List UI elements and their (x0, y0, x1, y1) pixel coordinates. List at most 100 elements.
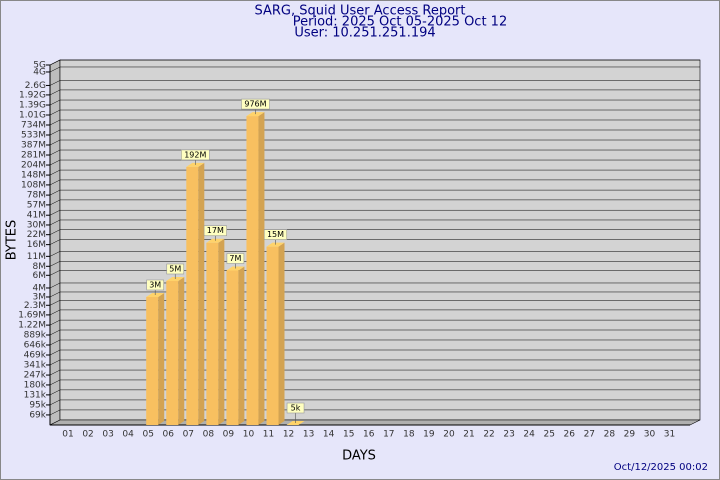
x-tick-label: 06 (163, 430, 175, 440)
x-tick-label: 29 (624, 430, 636, 440)
chart-title: SARG, Squid User Access Report (255, 4, 466, 19)
y-tick-label: 1.01G (19, 111, 46, 121)
y-tick-label: 11M (27, 252, 46, 262)
bar-side (278, 242, 285, 425)
value-label: 976M (244, 100, 266, 109)
user-label: User: 10.251.251.194 (294, 26, 435, 41)
y-tick-label: 1.69M (18, 310, 46, 320)
grid-line (49, 282, 700, 289)
x-tick-label: 26 (564, 430, 576, 440)
y-tick-label: 341k (24, 360, 47, 370)
grid-line (49, 359, 700, 366)
grid-line (49, 409, 700, 416)
grid-line (49, 209, 700, 216)
bar-front (146, 296, 159, 425)
x-tick-label: 27 (584, 430, 595, 440)
bar-side (218, 238, 225, 425)
grid-line (49, 270, 700, 276)
value-label-box (241, 98, 270, 110)
y-tick-label: 533M (21, 131, 46, 141)
y-tick-label: 108M (21, 180, 46, 190)
x-tick-label: 04 (122, 430, 134, 440)
y-tick-label: 69k (29, 410, 46, 420)
y-tick-label: 57M (27, 200, 46, 210)
y-tick-label: 180k (24, 380, 47, 390)
value-label-box (181, 149, 210, 161)
footer: Oct/12/2025 00:02 (614, 462, 708, 473)
x-tick-label: 22 (483, 430, 494, 440)
y-tick-label: 78M (27, 191, 46, 201)
grid-line (49, 179, 700, 186)
y-tick-label: 646k (24, 340, 47, 350)
y-tick-label: 387M (21, 141, 46, 151)
grid-line (49, 129, 700, 136)
grid-line (49, 99, 700, 106)
bar-side (158, 292, 165, 425)
x-tick-label: 13 (303, 430, 314, 440)
grid-line (49, 319, 700, 326)
x-axis-label: DAYS (342, 449, 376, 464)
grid-line (49, 329, 700, 336)
grid-line (49, 389, 700, 396)
grid-line (49, 80, 700, 86)
y-tick-label: 1.39G (19, 101, 46, 111)
x-tick-label: 15 (343, 430, 354, 440)
y-tick-label: 2.3M (24, 301, 46, 311)
grid-line (49, 189, 700, 196)
x-tick-label: 16 (363, 430, 375, 440)
grid-line (49, 149, 700, 156)
grid-line (49, 109, 700, 116)
x-tick-label: 03 (102, 430, 113, 440)
grid-line (49, 339, 700, 346)
y-tick-label: 131k (24, 390, 47, 400)
value-label-box (166, 263, 185, 275)
chart-subtitle: Period: 2025 Oct 05-2025 Oct 12 (293, 15, 507, 30)
bar-front (266, 246, 279, 425)
x-tick-label: 01 (62, 430, 73, 440)
bar-front (226, 270, 239, 425)
x-tick-label: 17 (383, 430, 394, 440)
x-tick-label: 02 (82, 430, 93, 440)
bar-front (246, 116, 259, 426)
x-tick-label: 12 (283, 430, 294, 440)
grid-line (49, 261, 700, 267)
y-tick-label: 5G (33, 61, 46, 71)
x-tick-label: 05 (142, 430, 153, 440)
value-label: 3M (149, 280, 161, 289)
grid-line (49, 89, 700, 96)
bar-front (186, 166, 199, 425)
y-tick-label: 16M (27, 240, 46, 250)
value-label: 7M (229, 254, 241, 263)
y-tick-label: 1.92G (19, 90, 46, 100)
x-tick-label: 20 (443, 430, 455, 440)
y-tick-label: 247k (24, 371, 47, 381)
x-tick-label: 07 (183, 430, 194, 440)
x-tick-label: 08 (203, 430, 215, 440)
grid-line (49, 139, 700, 146)
y-axis-label: BYTES (5, 220, 20, 261)
y-tick-label: 4M (33, 283, 47, 293)
grid-line (49, 169, 700, 176)
value-label-box (203, 225, 227, 237)
value-label-box (286, 402, 305, 414)
y-tick-label: 148M (21, 171, 46, 181)
y-tick-label: 1.22M (18, 321, 46, 331)
grid-line (49, 251, 700, 257)
x-tick-label: 10 (243, 430, 255, 440)
y-tick-label: 3M (33, 292, 47, 302)
grid-line (49, 239, 700, 245)
x-tick-label: 18 (403, 430, 415, 440)
y-tick-label: 6M (33, 271, 47, 281)
grid-line (49, 229, 700, 235)
grid-line (49, 369, 700, 376)
value-label: 5M (169, 265, 181, 274)
bar-front (166, 281, 179, 425)
x-tick-label: 19 (423, 430, 435, 440)
y-tick-label: 281M (21, 151, 46, 161)
y-tick-label: 889k (24, 331, 47, 341)
value-label-box (263, 229, 288, 240)
x-tick-label: 28 (604, 430, 616, 440)
y-tick-label: 204M (21, 161, 46, 171)
value-label: 192M (184, 150, 206, 159)
